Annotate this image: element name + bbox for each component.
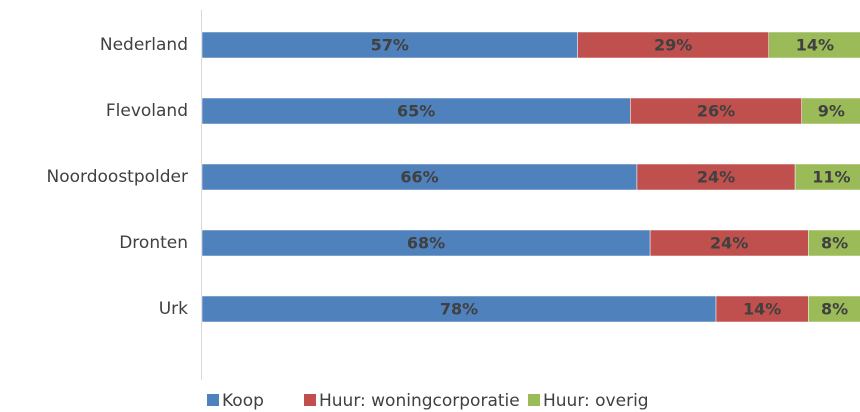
category-label: Urk [159,299,188,319]
category-label: Nederland [100,35,188,55]
data-label: 14% [796,36,834,55]
bar-segment [201,97,631,125]
bar-segment [808,295,860,323]
bar-segment [201,163,638,191]
bar-segment [201,295,717,323]
bar-segment [630,97,802,125]
category-label: Flevoland [106,101,188,121]
bar-segment [715,295,809,323]
data-label: 26% [697,102,735,121]
legend-label: Huur: overig [543,391,649,411]
legend-swatch [304,394,316,406]
legend-swatch [528,394,540,406]
data-label: 11% [812,168,850,187]
data-label: 29% [654,36,692,55]
bar-segment [801,97,860,125]
bar-segment [794,163,860,191]
data-label: 57% [371,36,409,55]
bar-segment [808,229,860,257]
legend-label: Koop [222,391,264,411]
data-label: 68% [407,234,445,253]
data-label: 8% [821,300,848,319]
bar-segment [201,31,578,59]
data-label: 78% [440,300,478,319]
data-label: 14% [743,300,781,319]
data-label: 9% [818,102,845,121]
category-label: Dronten [119,233,188,253]
data-label: 24% [710,234,748,253]
data-label: 8% [821,234,848,253]
bar-segment [201,229,651,257]
data-label: 65% [397,102,435,121]
bar-segment [577,31,769,59]
category-label: Noordoostpolder [47,167,188,187]
legend-swatch [207,394,219,406]
bar-segment [636,163,796,191]
data-label: 24% [697,168,735,187]
bar-segment [768,31,860,59]
data-label: 66% [400,168,438,187]
legend-label: Huur: woningcorporatie [319,391,520,411]
